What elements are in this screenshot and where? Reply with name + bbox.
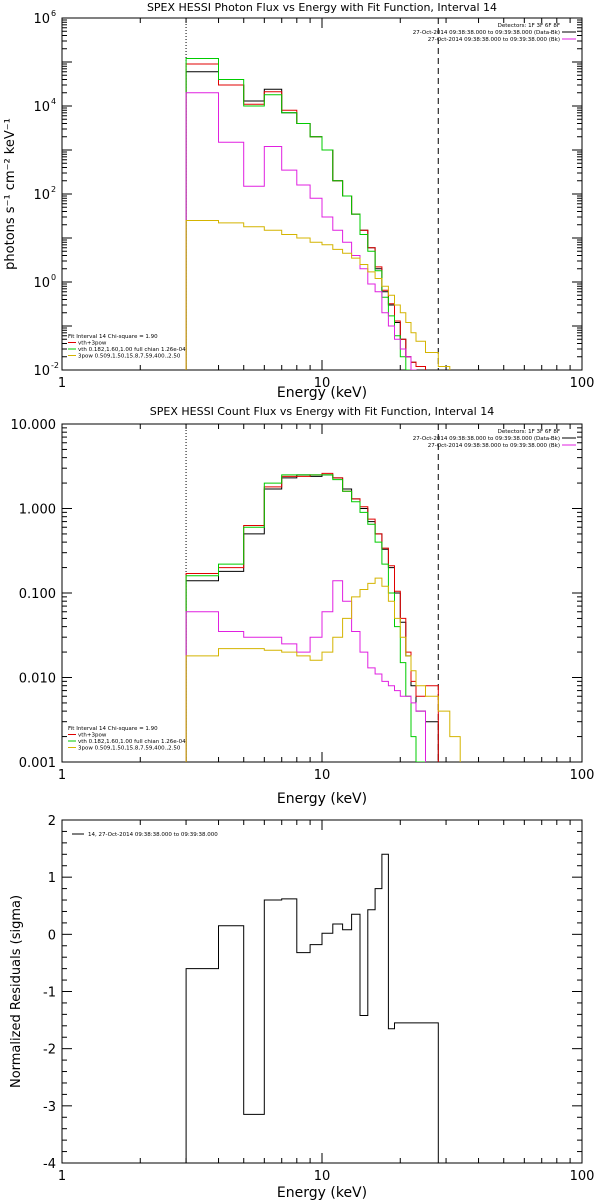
legend-entry: vth+3pow xyxy=(78,733,107,739)
y-tick-label: 10 xyxy=(33,100,50,115)
x-tick-label: 10 xyxy=(314,768,331,783)
y-tick-label: 1 xyxy=(48,871,56,886)
chart-title: SPEX HESSI Photon Flux vs Energy with Fi… xyxy=(147,1,497,14)
detector-header-line: 27-Oct-2014 09:38:38.000 to 09:39:38.000… xyxy=(428,443,560,449)
y-tick-exponent: 4 xyxy=(51,97,56,106)
y-tick-label: -1 xyxy=(43,986,56,1001)
x-tick-label: 100 xyxy=(570,1169,595,1184)
legend-entry: Fit Interval 14 Chi-square = 1.90 xyxy=(68,334,158,340)
y-tick-label: 10 xyxy=(33,364,50,379)
y-tick-label: 10 xyxy=(33,276,50,291)
y-tick-label: 0.010 xyxy=(19,672,56,687)
detector-header-line: 27-Oct-2014 09:38:38.000 to 09:39:38.000… xyxy=(428,37,560,43)
series-line-1 xyxy=(185,853,439,1163)
y-tick-label: 2 xyxy=(48,814,56,829)
y-tick-label: 0 xyxy=(48,928,56,943)
detector-header-line: 27-Oct-2014 09:38:38.000 to 09:39:38.000… xyxy=(413,436,560,442)
detector-header-line: 27-Oct-2014 09:38:38.000 to 09:39:38.000… xyxy=(413,30,560,36)
x-tick-label: 1 xyxy=(58,376,66,391)
x-tick-label: 10 xyxy=(314,1169,331,1184)
x-tick-label: 1 xyxy=(58,768,66,783)
series-line-4 xyxy=(185,92,417,370)
plot-frame xyxy=(61,17,583,371)
y-tick-label: 0.001 xyxy=(19,756,56,771)
chart-panel-1: SPEX HESSI Photon Flux vs Energy with Fi… xyxy=(3,1,595,401)
y-tick-label: 10.000 xyxy=(11,418,57,433)
y-tick-label: -2 xyxy=(43,1043,56,1058)
series-line-4 xyxy=(185,580,426,762)
y-tick-exponent: 2 xyxy=(51,185,56,194)
x-tick-label: 100 xyxy=(570,768,595,783)
y-tick-label: 10 xyxy=(33,12,50,27)
y-tick-exponent: 6 xyxy=(51,9,56,18)
x-tick-label: 10 xyxy=(314,376,331,391)
x-axis-label: Energy (keV) xyxy=(277,385,367,401)
x-axis-label: Energy (keV) xyxy=(277,1185,367,1200)
y-tick-label: 1.000 xyxy=(19,503,56,518)
y-tick-label: 0.100 xyxy=(19,587,56,602)
x-tick-label: 1 xyxy=(58,1169,66,1184)
legend-entry: Fit Interval 14 Chi-square = 1.90 xyxy=(68,726,158,732)
legend-entry: vth 0.182,1.60,1.00 full chian 1.26e-04 xyxy=(78,739,186,745)
y-tick-label: -3 xyxy=(43,1100,56,1115)
series-line-5 xyxy=(185,577,461,762)
legend-entry: 14, 27-Oct-2014 09:38:38.000 to 09:39:38… xyxy=(88,832,218,838)
chart-panel-3: 1 10 100 -4 -3 -2 -1 0 1 2 Energy (keV) Normalized … xyxy=(9,814,594,1200)
chart-title: SPEX HESSI Count Flux vs Energy with Fit… xyxy=(150,405,494,418)
y-axis-label: photons s⁻¹ cm⁻² keV⁻¹ xyxy=(3,118,18,270)
plot-frame xyxy=(61,819,583,1164)
series-line-3 xyxy=(185,58,412,370)
y-tick-exponent: 0 xyxy=(51,273,56,282)
legend-entry: 3pow 0.509,1.50,15.8,7.59,400.,2.50 xyxy=(78,354,181,360)
x-axis-label: Energy (keV) xyxy=(277,791,367,807)
y-tick-label: -4 xyxy=(43,1157,56,1172)
y-tick-exponent: -2 xyxy=(51,361,59,370)
legend-entry: vth+3pow xyxy=(78,341,107,347)
series-group xyxy=(185,58,451,370)
detector-header-line: Detectors: 1F 3F 6F 8F xyxy=(498,429,560,435)
chart-panel-2: SPEX HESSI Count Flux vs Energy with Fit… xyxy=(11,405,595,807)
detector-header-line: Detectors: 1F 3F 6F 8F xyxy=(498,23,560,29)
series-group xyxy=(185,853,439,1163)
legend-entry: 3pow 0.509,1.50,15.8,7.59,400.,2.50 xyxy=(78,746,181,752)
y-axis-label: Normalized Residuals (sigma) xyxy=(9,895,24,1088)
y-tick-label: 10 xyxy=(33,188,50,203)
series-group xyxy=(185,472,461,762)
x-tick-label: 100 xyxy=(570,376,595,391)
series-line-5 xyxy=(185,220,451,370)
legend-entry: vth 0.182,1.60,1.00 full chian 1.26e-04 xyxy=(78,347,186,353)
